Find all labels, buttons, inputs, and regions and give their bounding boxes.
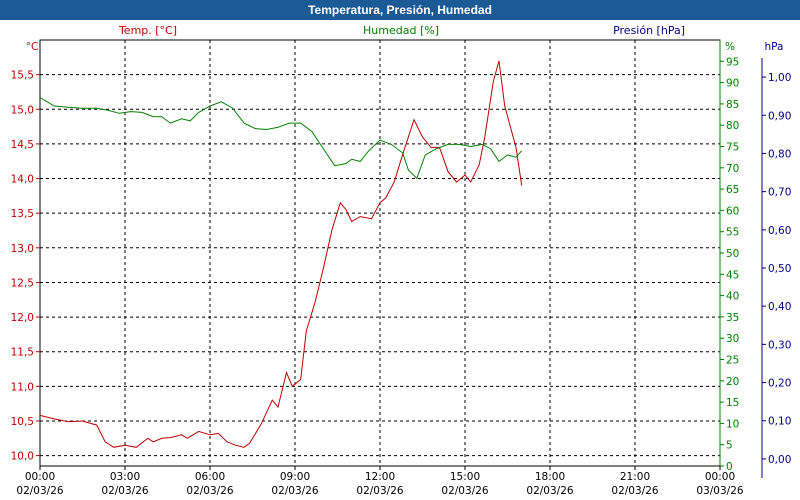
humidity-tick-label: 80 <box>726 120 739 132</box>
date-tick-label: 02/03/26 <box>356 485 403 497</box>
humidity-tick-label: 75 <box>726 142 739 154</box>
date-tick-label: 02/03/26 <box>526 485 573 497</box>
temperature-tick-label: 11,5 <box>11 347 34 359</box>
temperature-tick-label: 10,0 <box>11 451 34 463</box>
title-bar: Temperatura, Presión, Humedad <box>0 0 800 20</box>
date-tick-label: 03/03/26 <box>696 485 743 497</box>
temperature-tick-label: 12,0 <box>11 312 34 324</box>
humidity-tick-label: 15 <box>726 397 739 409</box>
humidity-tick-label: 95 <box>726 56 739 68</box>
humidity-tick-label: 30 <box>726 333 739 345</box>
time-axis: 00:00 02/03/26 03:00 02/03/26 06:00 02/03/26 0… <box>16 466 744 497</box>
humidity-tick-label: 10 <box>726 418 739 430</box>
grid <box>40 40 720 466</box>
time-tick-label: 21:00 <box>620 471 650 483</box>
pressure-tick-label: 1,00 <box>768 72 791 84</box>
temperature-tick-label: 10,5 <box>11 416 34 428</box>
humidity-axis-unit: % <box>725 41 735 53</box>
pressure-tick-label: 0,70 <box>768 187 791 199</box>
date-tick-label: 02/03/26 <box>186 485 233 497</box>
humidity-tick-label: 40 <box>726 291 739 303</box>
legend-temperature: Temp. [°C] <box>118 24 177 37</box>
humidity-tick-label: 65 <box>726 184 739 196</box>
humidity-tick-label: 35 <box>726 312 739 324</box>
legend-pressure: Presión [hPa] <box>613 24 685 37</box>
time-tick-label: 09:00 <box>280 471 310 483</box>
humidity-tick-label: 90 <box>726 78 739 90</box>
humidity-tick-label: 45 <box>726 269 739 281</box>
chart-title: Temperatura, Presión, Humedad <box>308 3 492 17</box>
pressure-tick-label: 0,10 <box>768 416 791 428</box>
humidity-tick-label: 55 <box>726 227 739 239</box>
temperature-tick-label: 12,5 <box>11 277 34 289</box>
time-tick-label: 06:00 <box>195 471 225 483</box>
humidity-tick-label: 50 <box>726 248 739 260</box>
pressure-tick-label: 0,80 <box>768 148 791 160</box>
humidity-series-line <box>39 97 523 180</box>
temperature-axis-unit: °C <box>26 41 39 53</box>
pressure-axis-unit: hPa <box>765 41 784 53</box>
humidity-tick-label: 0 <box>726 461 733 473</box>
temperature-tick-label: 13,5 <box>11 208 34 220</box>
time-tick-label: 03:00 <box>110 471 140 483</box>
temperature-tick-label: 14,5 <box>11 139 34 151</box>
humidity-tick-label: 85 <box>726 99 739 111</box>
temperature-series-line <box>39 60 523 448</box>
series-layer <box>39 60 523 448</box>
date-tick-label: 02/03/26 <box>101 485 148 497</box>
chart-canvas: Temp. [°C] Humedad [%] Presión [hPa] °C … <box>11 24 792 497</box>
temperature-tick-label: 13,0 <box>11 243 34 255</box>
time-tick-label: 00:00 <box>25 471 55 483</box>
humidity-tick-label: 5 <box>726 440 733 452</box>
time-tick-label: 15:00 <box>450 471 480 483</box>
pressure-tick-label: 0,60 <box>768 225 791 237</box>
pressure-tick-label: 0,50 <box>768 263 791 275</box>
pressure-tick-label: 0,30 <box>768 339 791 351</box>
humidity-axis: 0 5 10 15 20 25 30 35 40 45 50 55 60 65 70 75 80 85 90 95 <box>720 56 739 473</box>
pressure-tick-label: 0,20 <box>768 378 791 390</box>
temperature-tick-label: 14,0 <box>11 174 34 186</box>
time-tick-label: 00:00 <box>705 471 735 483</box>
time-tick-label: 18:00 <box>535 471 565 483</box>
date-tick-label: 02/03/26 <box>271 485 318 497</box>
temperature-tick-label: 15,5 <box>11 70 34 82</box>
date-tick-label: 02/03/26 <box>441 485 488 497</box>
humidity-tick-label: 25 <box>726 355 739 367</box>
pressure-axis: 0,00 0,10 0,20 0,30 0,40 0,50 0,60 0,70 0,80 0,90… <box>762 72 791 466</box>
pressure-tick-label: 0,40 <box>768 301 791 313</box>
date-tick-label: 02/03/26 <box>16 485 63 497</box>
date-tick-label: 02/03/26 <box>611 485 658 497</box>
pressure-tick-label: 0,90 <box>768 110 791 122</box>
humidity-tick-label: 20 <box>726 376 739 388</box>
legend-humidity: Humedad [%] <box>363 24 439 37</box>
humidity-tick-label: 60 <box>726 205 739 217</box>
temperature-axis: 10,0 10,5 11,0 11,5 12,0 12,5 13,0 13,5 14,0 14,5… <box>11 70 40 463</box>
temperature-tick-label: 15,0 <box>11 104 34 116</box>
pressure-tick-label: 0,00 <box>768 454 791 466</box>
humidity-tick-label: 70 <box>726 163 739 175</box>
time-tick-label: 12:00 <box>365 471 395 483</box>
temperature-tick-label: 11,0 <box>11 381 34 393</box>
